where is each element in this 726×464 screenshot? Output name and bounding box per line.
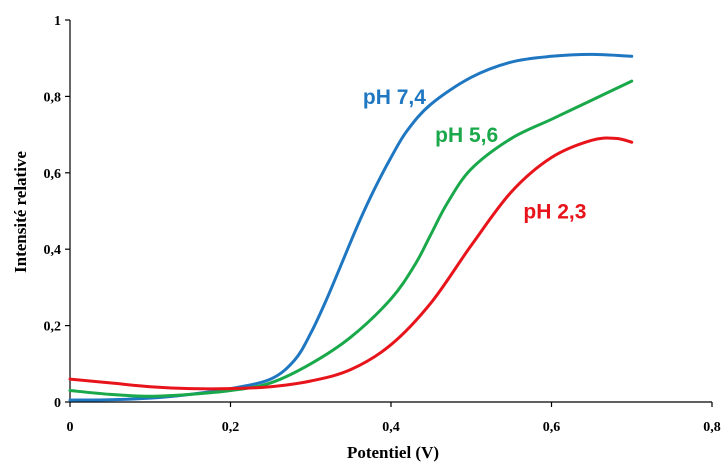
series-line-ph-2-3 [68,136,634,391]
series-group [68,52,634,402]
y-tick-label: 0,2 [44,320,62,335]
y-tick-label: 1 [54,14,61,29]
x-tick-label: 0,4 [382,420,400,435]
y-tick-label: 0,4 [44,243,62,258]
series-label-ph-5-6: pH 5,6 [435,124,498,147]
series-line-ph-7-4 [68,52,634,402]
series-label-ph-7-4: pH 7,4 [363,86,426,109]
series-labels: pH 7,4 pH 5,6 pH 2,3 [363,86,587,224]
x-axis-title: Potentiel (V) [347,443,439,462]
x-tick-label: 0 [67,420,74,435]
y-tick-label: 0 [54,396,61,411]
y-tick-label: 0,8 [44,90,62,105]
x-tick-label: 0,8 [703,420,721,435]
x-tick-label: 0,2 [222,420,240,435]
series-label-ph-2-3: pH 2,3 [523,201,586,224]
axes: 0 0,2 0,4 0,6 0,8 1 0 0,2 0,4 0,6 0,8 [44,14,721,435]
x-tick-label: 0,6 [543,420,561,435]
y-tick-label: 0,6 [44,167,62,182]
series-line-ph-5-6 [68,79,634,398]
y-axis-title: Intensité relative [11,151,30,273]
